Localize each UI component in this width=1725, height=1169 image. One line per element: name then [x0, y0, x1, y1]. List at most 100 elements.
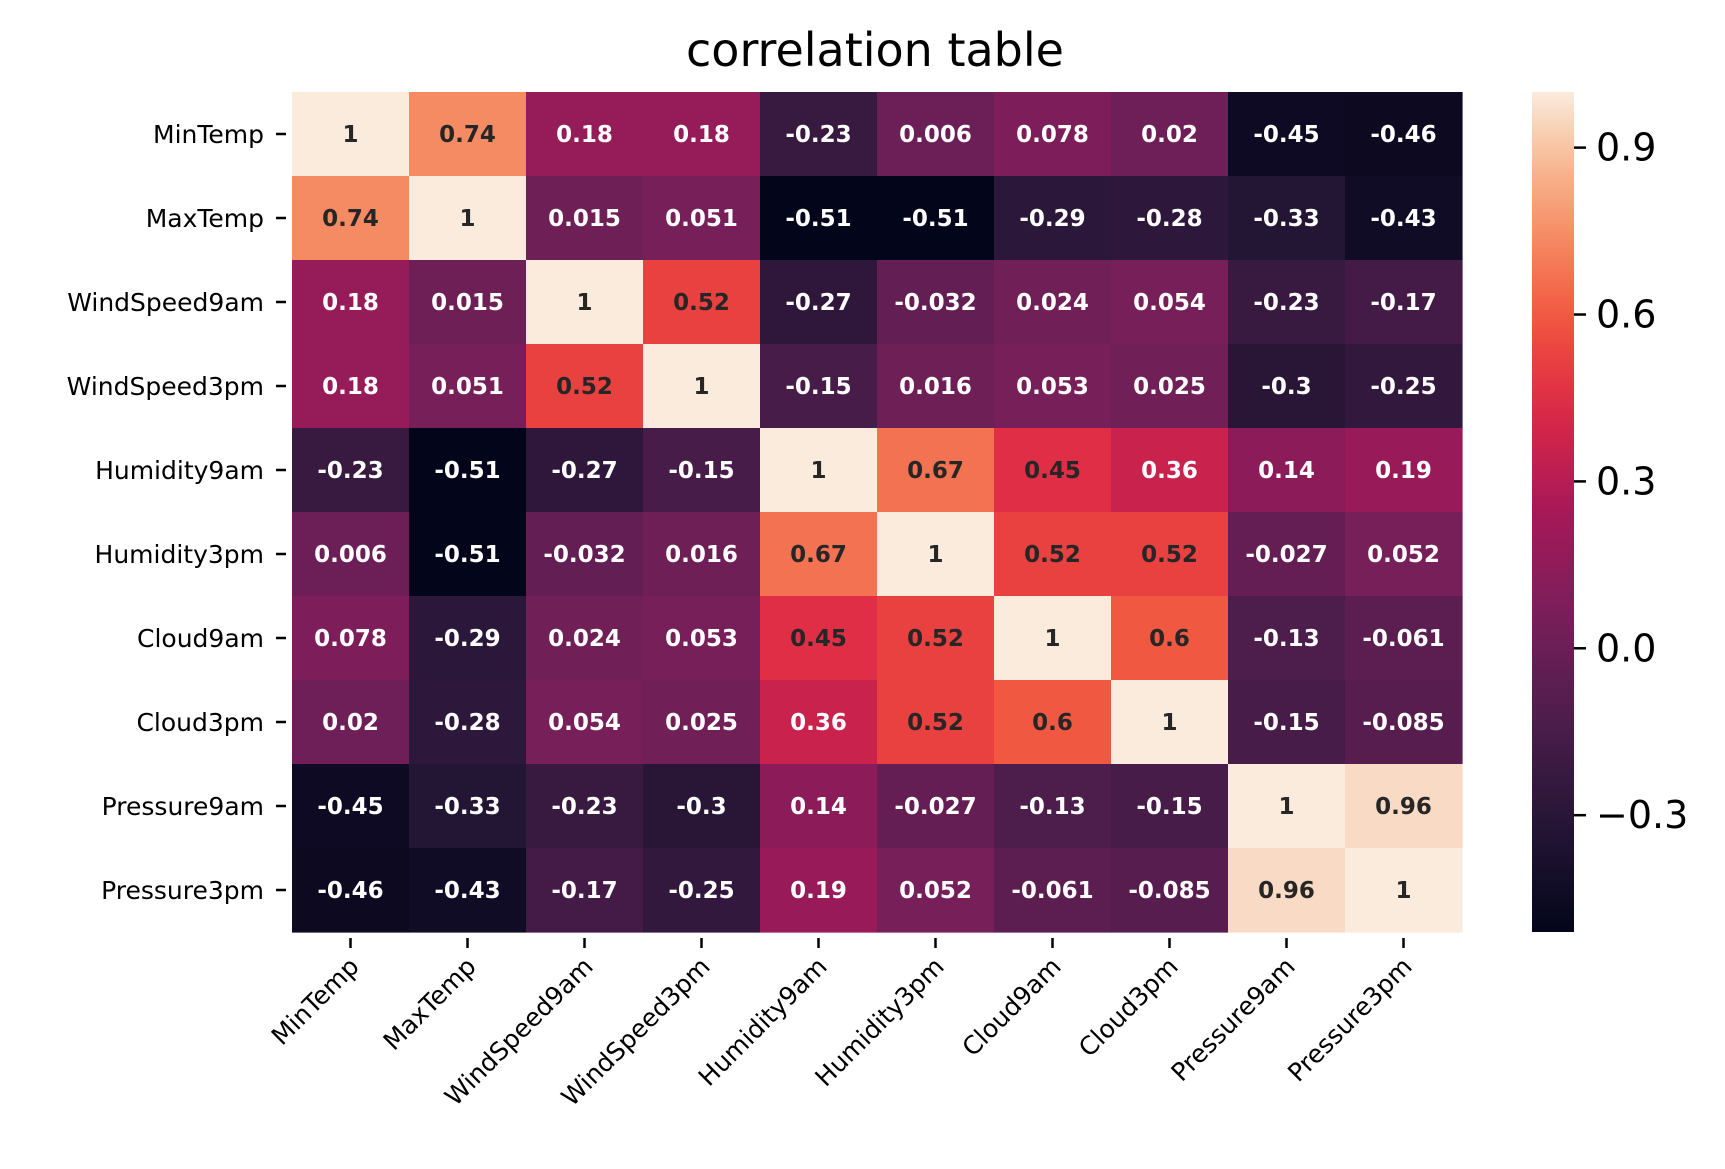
heatmap-cell — [409, 680, 527, 765]
cell-annotation: -0.29 — [1019, 206, 1085, 232]
heatmap-cell — [409, 260, 527, 345]
heatmap-cell — [760, 176, 878, 261]
heatmap-cell — [877, 176, 995, 261]
heatmap-cell — [1228, 428, 1346, 513]
cell-annotation: 0.52 — [907, 710, 964, 736]
cell-annotations: 1 0.74 0.18 0.18 -0.23 0.006 0.078 0.02 -0.45 -0.… — [314, 122, 1445, 904]
column-label: Cloud9am — [956, 952, 1066, 1062]
column-label: Cloud3pm — [1073, 952, 1184, 1063]
heatmap-cell — [1111, 680, 1229, 765]
heatmap-cell — [760, 848, 878, 933]
heatmap-cell — [760, 260, 878, 345]
column-labels: MinTemp MaxTempWindSpeed9amWindSpeed3pmHu… — [266, 938, 1418, 1112]
cell-annotation: 0.006 — [314, 542, 387, 568]
cell-annotation: 0.18 — [673, 122, 730, 148]
cell-annotation: -0.28 — [1136, 206, 1202, 232]
cell-annotation: -0.13 — [1253, 626, 1319, 652]
heatmap-cell — [1345, 176, 1463, 261]
cell-annotation: 0.6 — [1149, 626, 1190, 652]
cell-annotation: 1 — [1044, 626, 1060, 652]
heatmap-cell — [1228, 764, 1346, 849]
heatmap-cell — [1345, 596, 1463, 681]
heatmap-cell — [1345, 680, 1463, 765]
cell-annotation: -0.46 — [1370, 122, 1436, 148]
cell-annotation: -0.15 — [668, 458, 734, 484]
cell-annotation: 1 — [927, 542, 943, 568]
cell-annotation: 0.054 — [548, 710, 621, 736]
cell-annotation: -0.51 — [902, 206, 968, 232]
cell-annotation: 0.016 — [665, 542, 738, 568]
colorbar-tick-label: 0.3 — [1596, 459, 1656, 503]
heatmap-cell — [643, 92, 761, 177]
heatmap-cell — [292, 680, 410, 765]
heatmap-cell — [1228, 848, 1346, 933]
heatmap-cell — [994, 596, 1112, 681]
heatmap-cell — [409, 176, 527, 261]
cell-annotation: 0.96 — [1258, 878, 1315, 904]
cell-annotation: 0.015 — [431, 290, 504, 316]
cell-annotation: 0.96 — [1375, 794, 1432, 820]
cell-annotation: 0.45 — [790, 626, 847, 652]
cell-annotation: -0.51 — [785, 206, 851, 232]
heatmap-cell — [760, 680, 878, 765]
heatmap-cell — [1345, 848, 1463, 933]
cell-annotation: -0.085 — [1128, 878, 1210, 904]
row-label: Humidity3pm — [95, 540, 264, 569]
heatmap-cell — [643, 344, 761, 429]
heatmap-cell — [994, 260, 1112, 345]
cell-annotation: -0.46 — [317, 878, 383, 904]
heatmap-cell — [292, 176, 410, 261]
heatmap-cell — [409, 512, 527, 597]
heatmap-cell — [1228, 512, 1346, 597]
heatmap-cell — [526, 764, 644, 849]
cell-annotation: -0.15 — [1136, 794, 1202, 820]
heatmap-cell — [1345, 344, 1463, 429]
heatmap-cell — [877, 596, 995, 681]
row-label: Humidity9am — [95, 456, 264, 485]
heatmap-cell — [643, 260, 761, 345]
cell-annotation: 0.52 — [1024, 542, 1081, 568]
cell-annotation: -0.33 — [434, 794, 500, 820]
cell-annotation: 0.67 — [907, 458, 964, 484]
cell-annotation: 0.14 — [1258, 458, 1315, 484]
column-label: MaxTemp — [378, 952, 482, 1056]
cell-annotation: 0.52 — [1141, 542, 1198, 568]
cell-annotation: 0.051 — [431, 374, 504, 400]
cell-annotation: 0.078 — [1016, 122, 1089, 148]
heatmap-cell — [409, 428, 527, 513]
cell-annotation: -0.45 — [1253, 122, 1319, 148]
row-label: Cloud3pm — [136, 708, 264, 737]
heatmap-cell — [526, 428, 644, 513]
cell-annotation: 0.18 — [322, 290, 379, 316]
row-label: WindSpeed9am — [67, 288, 264, 317]
cell-annotation: 0.74 — [322, 206, 379, 232]
heatmap-cell — [1111, 764, 1229, 849]
heatmap-cell — [526, 344, 644, 429]
cell-annotation: 0.18 — [556, 122, 613, 148]
heatmap-cell — [1111, 596, 1229, 681]
cell-annotation: 0.02 — [1141, 122, 1198, 148]
heatmap-cell — [1345, 260, 1463, 345]
cell-annotation: -0.29 — [434, 626, 500, 652]
cell-annotation: -0.15 — [785, 374, 851, 400]
cell-annotation: 1 — [459, 206, 475, 232]
heatmap-cell — [1345, 764, 1463, 849]
colorbar-tick-label: 0.6 — [1596, 293, 1656, 337]
heatmap-cell — [1228, 176, 1346, 261]
heatmap-cell — [643, 512, 761, 597]
column-label: MinTemp — [266, 952, 365, 1051]
cell-annotation: -0.061 — [1362, 626, 1444, 652]
heatmap-cell — [994, 92, 1112, 177]
cell-annotation: 1 — [1278, 794, 1294, 820]
cell-annotation: 0.024 — [1016, 290, 1089, 316]
cell-annotation: 0.45 — [1024, 458, 1081, 484]
cell-annotation: 0.52 — [556, 374, 613, 400]
heatmap-cell — [1111, 176, 1229, 261]
cell-annotation: 1 — [1395, 878, 1411, 904]
cell-annotation: 0.02 — [322, 710, 379, 736]
heatmap-cell — [1228, 680, 1346, 765]
column-label: Pressure9am — [1165, 952, 1300, 1087]
colorbar-tick-label: 0.9 — [1596, 126, 1656, 170]
heatmap-cell — [1345, 428, 1463, 513]
